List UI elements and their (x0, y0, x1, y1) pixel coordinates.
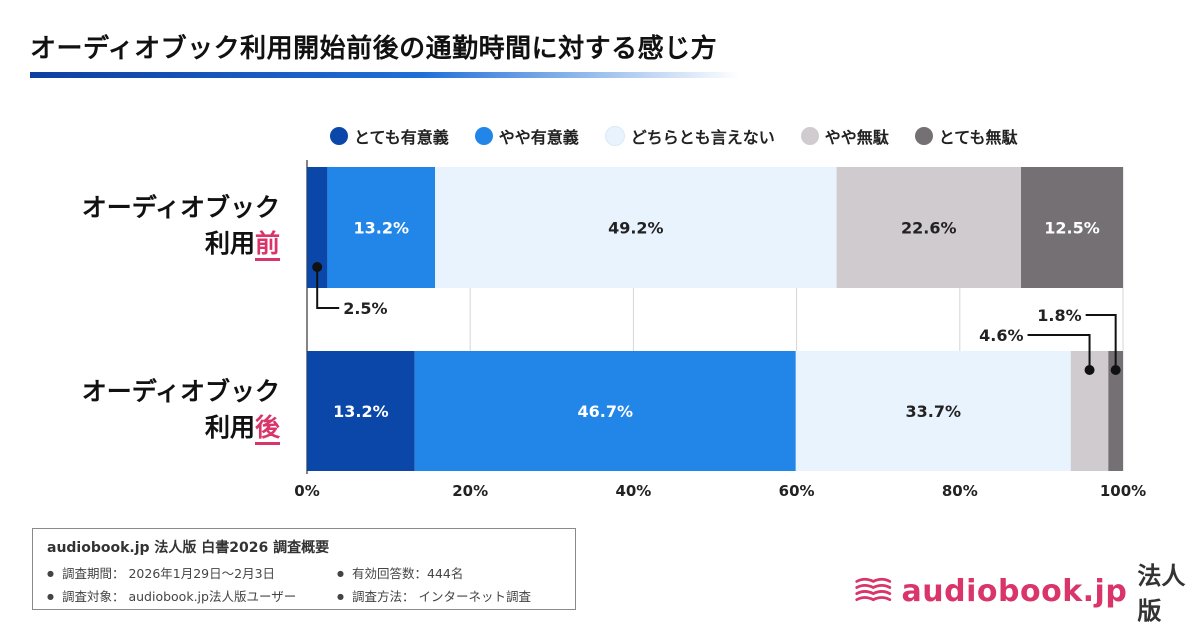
x-tick-label: 80% (942, 482, 978, 500)
row-label-after: オーディオブック 利用後 (30, 374, 280, 446)
row-label-plain: 利用 (204, 413, 255, 442)
bar-segment (1108, 351, 1123, 471)
callout-line (316, 267, 340, 309)
legend-swatch-icon (914, 127, 933, 145)
bar-segment (414, 351, 796, 471)
x-tick-label: 60% (779, 482, 815, 500)
legend-item: やや有意義 (474, 124, 579, 148)
x-tick-label: 0% (294, 482, 319, 500)
brand-name: audiobook.jp (901, 573, 1128, 609)
legend-swatch-icon (800, 127, 819, 145)
legend-label: とても無駄 (938, 128, 1018, 147)
survey-title: audiobook.jp 法人版 白書2026 調査概要 (47, 540, 330, 556)
open-book-icon (855, 577, 892, 602)
legend-item: とても無駄 (914, 124, 1018, 148)
legend-item: やや無駄 (800, 124, 889, 148)
bar-segment (307, 351, 415, 471)
legend-swatch-icon (604, 126, 625, 146)
callout-line (1027, 334, 1091, 370)
data-label: 13.2% (333, 402, 389, 421)
brand-logo: audiobook.jp 法人版 (855, 556, 1200, 626)
x-tick-label: 40% (615, 482, 651, 500)
callout-line (1085, 314, 1117, 370)
legend-item: とても有意義 (330, 124, 449, 148)
data-label: 22.6% (901, 219, 957, 238)
legend-label: やや有意義 (498, 128, 579, 147)
bar-segment (836, 167, 1021, 288)
bar-segment (795, 351, 1071, 471)
callout-label: 1.8% (1037, 306, 1081, 325)
legend-label: とても有意義 (354, 128, 449, 147)
data-label: 12.5% (1044, 219, 1100, 238)
survey-item: 調査方法： インターネット調査 (337, 586, 557, 605)
data-label: 33.7% (906, 402, 962, 421)
title-underline (30, 72, 740, 78)
callout-label: 4.6% (979, 326, 1023, 345)
survey-summary-box: audiobook.jp 法人版 白書2026 調査概要 調査期間： 2026年… (32, 528, 576, 610)
survey-item: 調査対象： audiobook.jp法人版ユーザー (47, 586, 337, 605)
legend-label: どちらとも言えない (630, 128, 775, 147)
row-label-line1: オーディオブック (81, 377, 280, 406)
x-tick-label: 100% (1100, 482, 1146, 500)
data-label: 49.2% (608, 219, 664, 238)
row-label-before: オーディオブック 利用前 (30, 190, 280, 262)
data-label: 13.2% (353, 219, 409, 238)
data-label: 46.7% (577, 402, 633, 421)
callout-label: 2.5% (343, 299, 387, 318)
brand-sub: 法人版 (1137, 562, 1186, 625)
legend-label: やや無駄 (824, 128, 889, 147)
bar-segment (435, 167, 837, 288)
legend-swatch-icon (474, 127, 493, 145)
row-label-plain: 利用 (204, 229, 255, 258)
legend: とても有意義 やや有意義 どちらとも言えない やや無駄 とても無駄 (330, 124, 1018, 148)
legend-swatch-icon (330, 127, 348, 145)
bar-segment (307, 167, 328, 288)
survey-item: 有効回答数：444名 (337, 563, 557, 582)
row-label-highlight: 後 (254, 413, 280, 445)
survey-item: 調査期間： 2026年1月29日～2月3日 (47, 563, 337, 582)
bar-segment (1021, 167, 1123, 288)
row-label-highlight: 前 (254, 229, 280, 261)
chart-title: オーディオブック利用開始前後の通勤時間に対する感じ方 (30, 34, 718, 64)
row-label-line1: オーディオブック (81, 193, 280, 222)
bar-segment (327, 167, 436, 288)
legend-item: どちらとも言えない (604, 124, 775, 148)
x-tick-label: 20% (452, 482, 488, 500)
